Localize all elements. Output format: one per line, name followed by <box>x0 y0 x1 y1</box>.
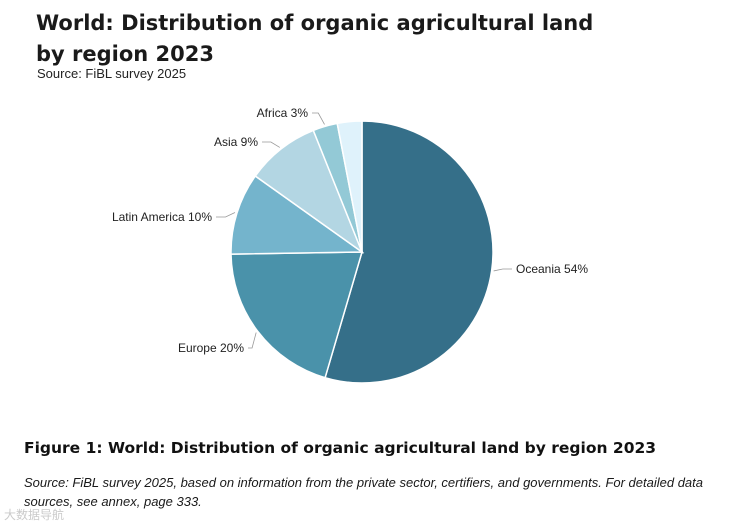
leader-line <box>248 332 257 349</box>
watermark: 大数据导航 <box>4 508 65 522</box>
slice-label: Oceania 54% <box>516 262 588 276</box>
pie-chart: Oceania 54% Europe 20% Latin America 10% As… <box>112 106 588 384</box>
pie-slice <box>336 120 363 253</box>
figure-source-note: Source: FiBL survey 2025, based on infor… <box>24 475 704 509</box>
pie-slice <box>324 120 494 384</box>
pie-slice <box>230 174 365 255</box>
slice-label: Latin America 10% <box>112 210 212 224</box>
leader-line <box>262 141 280 148</box>
chart-title: World: Distribution of organic agricultu… <box>36 11 594 66</box>
leader-line <box>493 268 512 272</box>
chart-subtitle: Source: FiBL survey 2025 <box>37 66 187 81</box>
leader-line <box>312 112 325 125</box>
figure-caption: Figure 1: World: Distribution of organic… <box>24 439 657 457</box>
slice-label: Africa 3% <box>257 106 309 120</box>
slice-label: Europe 20% <box>178 341 244 355</box>
leader-line <box>216 212 236 218</box>
pie-slice <box>230 251 364 379</box>
slice-label: Asia 9% <box>214 135 258 149</box>
